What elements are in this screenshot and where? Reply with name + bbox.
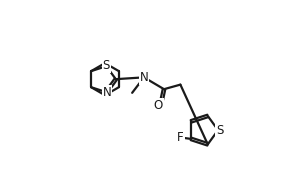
Text: O: O bbox=[154, 99, 163, 112]
Text: S: S bbox=[216, 124, 224, 137]
Text: F: F bbox=[177, 131, 184, 144]
Text: N: N bbox=[140, 71, 148, 84]
Text: S: S bbox=[103, 59, 110, 72]
Text: N: N bbox=[103, 86, 111, 99]
